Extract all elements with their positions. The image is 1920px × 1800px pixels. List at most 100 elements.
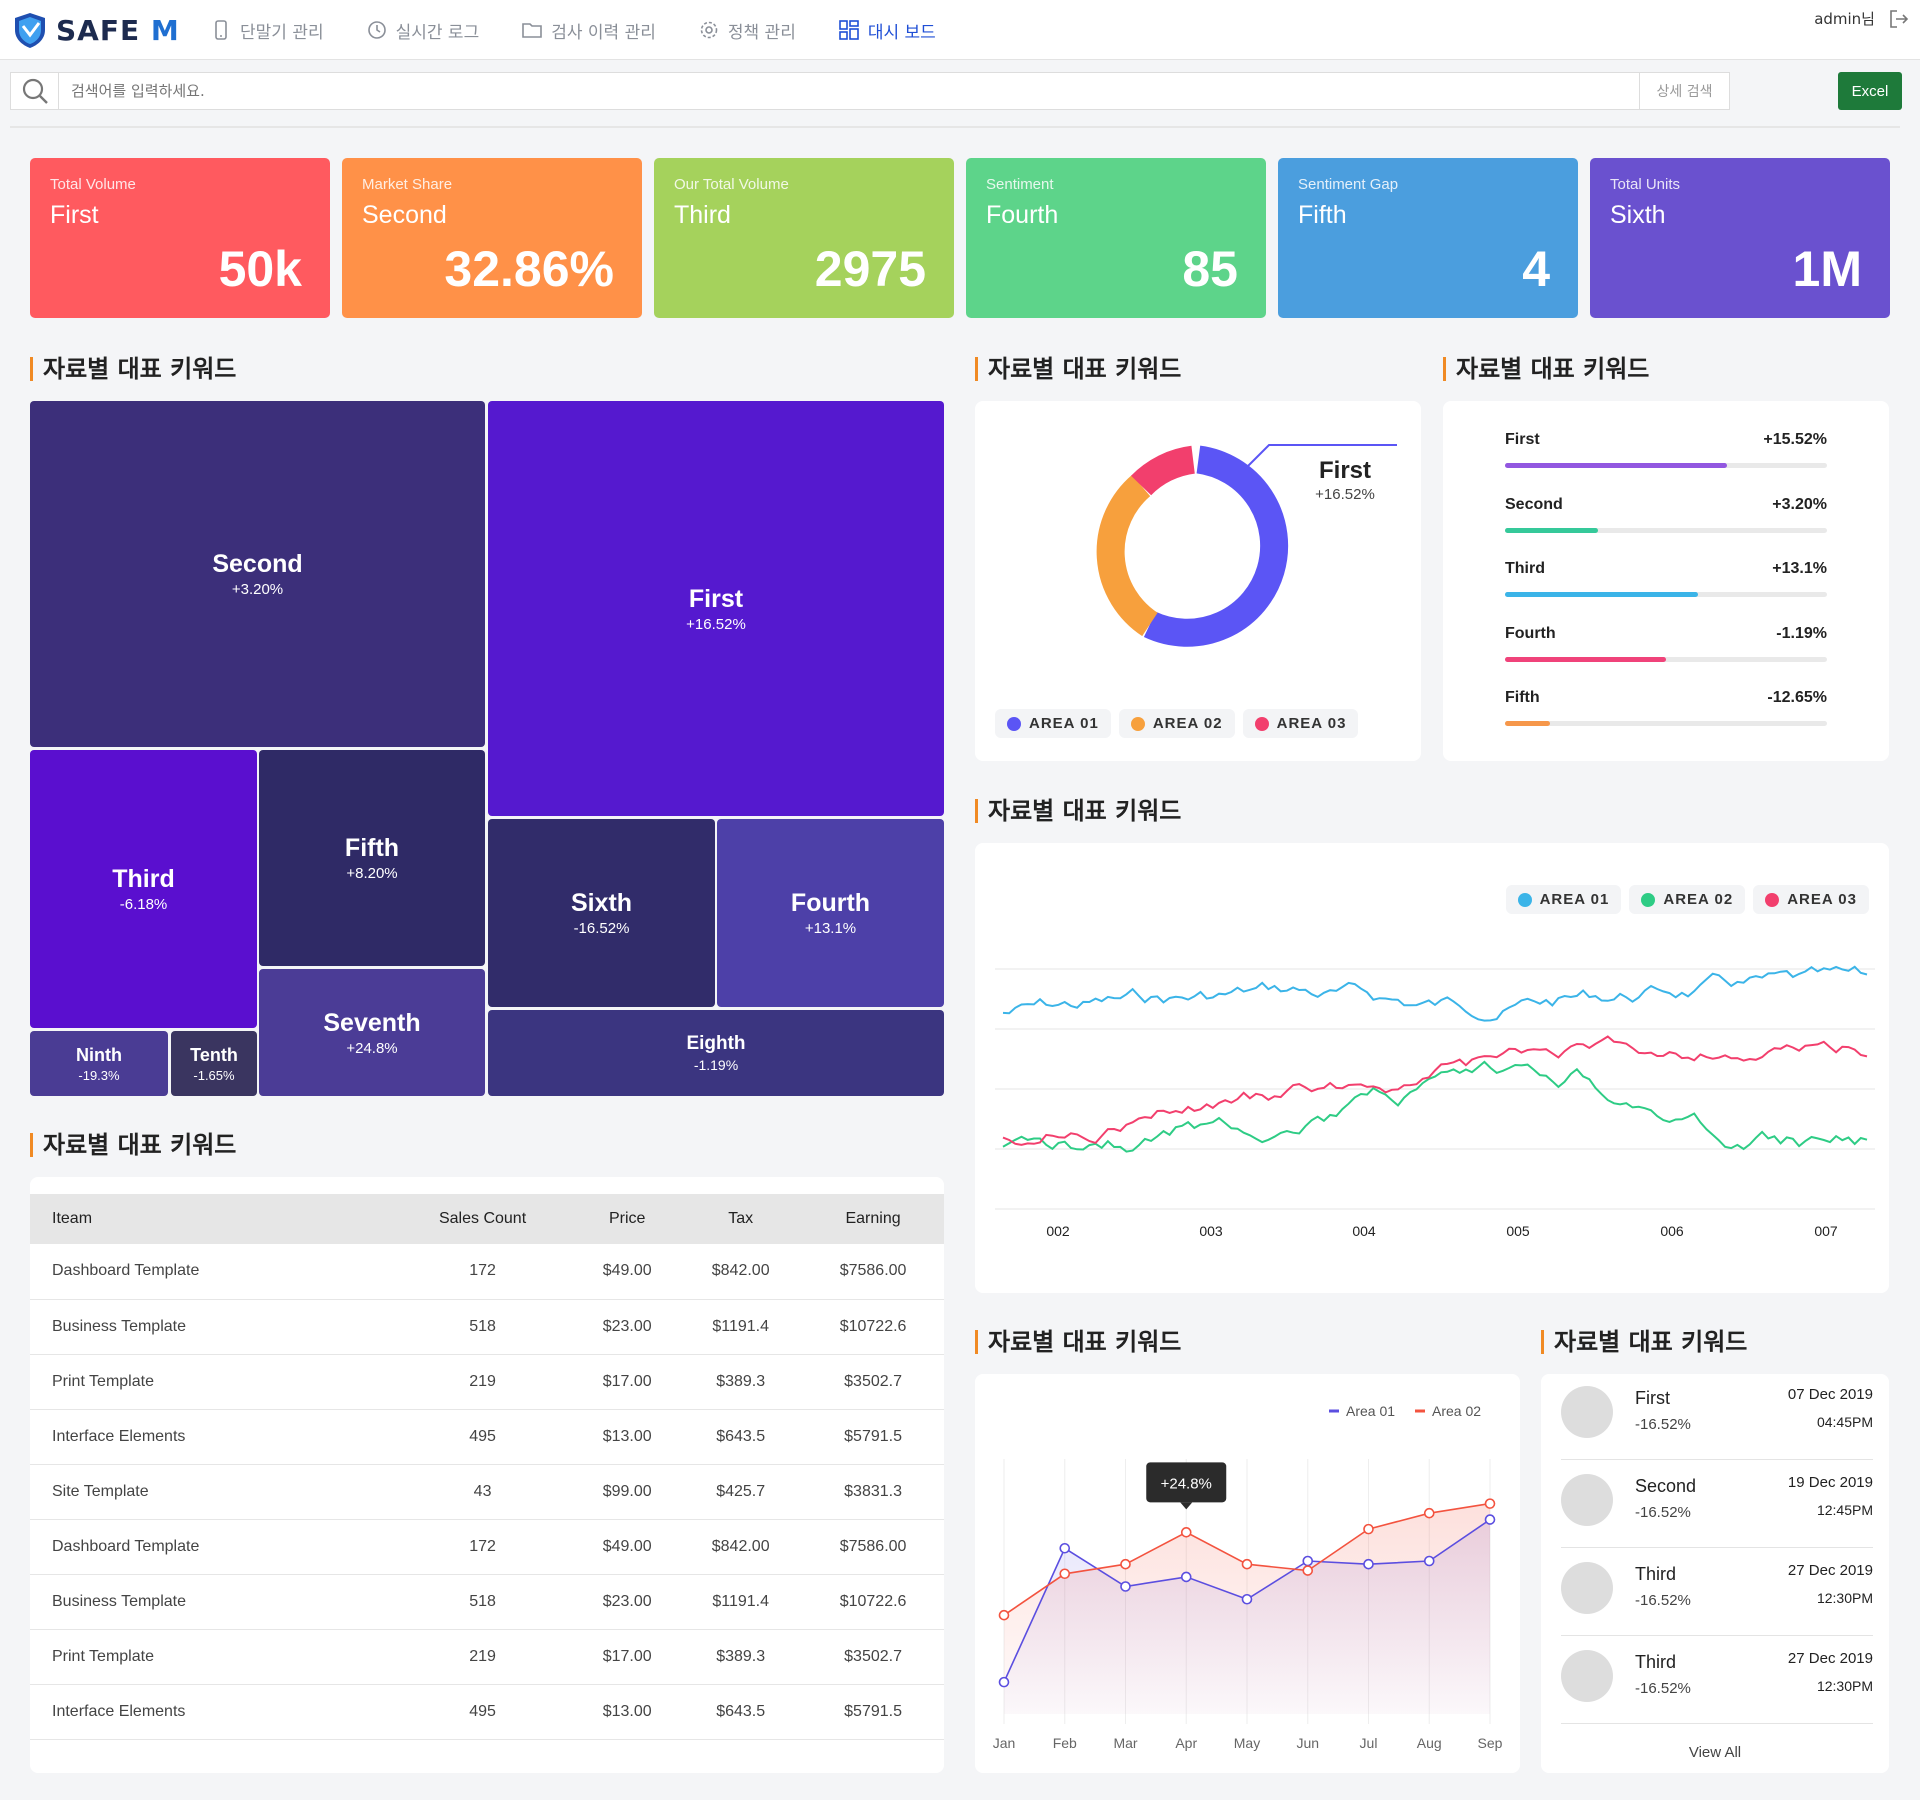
legend-area-03[interactable]: AREA 03 <box>1753 885 1869 914</box>
data-point[interactable] <box>1363 1558 1374 1570</box>
table-cell: $5791.5 <box>802 1409 944 1465</box>
search-input[interactable] <box>59 74 1639 108</box>
treemap-cell[interactable]: Fifth +8.20% <box>259 750 485 966</box>
column-header[interactable]: Tax <box>679 1194 803 1244</box>
legend-area-03[interactable]: AREA 03 <box>1242 709 1359 738</box>
table-row[interactable]: Business Template 518 $23.00 $1191.4 $10722.… <box>30 1299 944 1355</box>
activity-item[interactable]: Third -16.52% 27 Dec 2019 12:30PM <box>1561 1550 1873 1636</box>
progress-name: Third <box>1505 560 1545 577</box>
treemap-cell[interactable]: Second +3.20% <box>30 401 485 747</box>
activity-item[interactable]: First -16.52% 07 Dec 2019 04:45PM <box>1561 1374 1873 1460</box>
table-cell: Business Template <box>30 1574 390 1630</box>
nav-item-history[interactable]: 검사 이력 관리 <box>521 18 656 43</box>
table-cell: Dashboard Template <box>30 1244 390 1300</box>
x-tick-label: Apr <box>1175 1735 1197 1751</box>
table-row[interactable]: Print Template 219 $17.00 $389.3 $3502.7 <box>30 1629 944 1685</box>
table-row[interactable]: Dashboard Template 172 $49.00 $842.00 $7586.… <box>30 1519 944 1575</box>
logo[interactable]: SAFE M <box>12 10 180 50</box>
data-point[interactable] <box>1302 1565 1314 1576</box>
data-point[interactable] <box>1423 1507 1435 1519</box>
data-point[interactable] <box>1241 1558 1253 1570</box>
nav-label: 실시간 로그 <box>395 22 480 43</box>
nav-item-realtime-log[interactable]: 실시간 로그 <box>366 18 480 43</box>
progress-row: Third +13.1% <box>1505 560 1827 597</box>
view-all-link[interactable]: View All <box>1688 1744 1742 1761</box>
column-header[interactable]: Price <box>575 1194 680 1244</box>
search-button[interactable] <box>11 73 59 109</box>
nav-item-device[interactable]: 단말기 관리 <box>210 18 324 43</box>
table-cell: $842.00 <box>679 1519 803 1575</box>
x-tick-label: May <box>1234 1735 1260 1751</box>
table-row[interactable]: Print Template 219 $17.00 $389.3 $3502.7 <box>30 1354 944 1410</box>
treemap-cell[interactable]: Third -6.18% <box>30 750 257 1028</box>
table-row[interactable]: Business Template 518 $23.00 $1191.4 $10722.… <box>30 1574 944 1630</box>
data-point[interactable] <box>1241 1593 1253 1605</box>
donut-segment-area-03[interactable] <box>1131 445 1196 496</box>
data-point[interactable] <box>1120 1558 1131 1570</box>
column-header[interactable]: Earning <box>802 1194 944 1244</box>
data-point[interactable] <box>998 1676 1010 1688</box>
treemap-cell[interactable]: Seventh +24.8% <box>259 969 485 1096</box>
series-line-area-02[interactable] <box>1002 1060 1868 1153</box>
progress-track <box>1505 528 1827 533</box>
progress-pct: -12.65% <box>1767 689 1827 706</box>
table-header-row: Iteam Sales Count Price Tax Earning <box>30 1194 944 1244</box>
nav-item-dashboard[interactable]: 대시 보드 <box>838 18 936 43</box>
treemap-cell[interactable]: Tenth -1.65% <box>171 1031 257 1096</box>
table-cell: $10722.6 <box>802 1574 944 1630</box>
progress-row: First +15.52% <box>1505 431 1827 468</box>
table-row[interactable]: Dashboard Template 172 $49.00 $842.00 $7586.… <box>30 1244 944 1300</box>
data-point[interactable] <box>1302 1555 1314 1567</box>
nav-item-policy[interactable]: 정책 관리 <box>698 18 796 43</box>
series-line-area-01[interactable] <box>1002 965 1868 1022</box>
legend-area-01[interactable]: AREA 01 <box>1505 885 1622 914</box>
progress-name: Second <box>1505 496 1563 513</box>
activity-pct: -16.52% <box>1635 1680 1691 1697</box>
activity-item[interactable]: Second -16.52% 19 Dec 2019 12:45PM <box>1561 1462 1873 1548</box>
progress-pct: +15.52% <box>1763 431 1827 448</box>
table-cell: $13.00 <box>575 1409 680 1465</box>
data-point[interactable] <box>1059 1568 1071 1580</box>
donut-segment-area-01[interactable] <box>1143 445 1289 647</box>
progress-track <box>1505 657 1827 662</box>
table-row[interactable]: Interface Elements 495 $13.00 $643.5 $5791.5 <box>30 1409 944 1465</box>
table-row[interactable]: Interface Elements 495 $13.00 $643.5 $5791.5 <box>30 1684 944 1740</box>
data-point[interactable] <box>1423 1555 1435 1567</box>
table-cell: $389.3 <box>679 1629 803 1685</box>
column-header[interactable]: Iteam <box>30 1194 390 1244</box>
treemap-name: Third <box>112 865 175 893</box>
table-row[interactable]: Site Template 43 $99.00 $425.7 $3831.3 <box>30 1464 944 1520</box>
excel-button[interactable]: Excel <box>1838 72 1902 110</box>
x-tick-label: Aug <box>1417 1735 1442 1751</box>
data-point[interactable] <box>1484 1514 1496 1525</box>
treemap-cell[interactable]: Fourth +13.1% <box>717 819 944 1007</box>
legend-area-02[interactable]: AREA 02 <box>1629 885 1746 914</box>
treemap-cell[interactable]: Ninth -19.3% <box>30 1031 168 1096</box>
data-point[interactable] <box>1180 1527 1192 1538</box>
column-header[interactable]: Sales Count <box>389 1194 576 1244</box>
logout-icon[interactable] <box>1888 8 1910 30</box>
legend-area-01[interactable]: AREA 01 <box>995 709 1111 738</box>
activity-item[interactable]: Third -16.52% 27 Dec 2019 12:30PM <box>1561 1638 1873 1724</box>
data-point[interactable] <box>1363 1523 1374 1535</box>
treemap-pct: +13.1% <box>804 920 857 937</box>
data-point[interactable] <box>1484 1498 1496 1509</box>
table-cell: $1191.4 <box>679 1299 803 1355</box>
kpi-value: 4 <box>1522 241 1550 297</box>
data-point[interactable] <box>1120 1581 1131 1592</box>
treemap-cell[interactable]: Sixth -16.52% <box>488 819 715 1007</box>
data-point[interactable] <box>1059 1542 1071 1554</box>
detail-search-button[interactable]: 상세 검색 <box>1639 73 1729 109</box>
data-point[interactable] <box>998 1609 1010 1621</box>
table-cell: $10722.6 <box>802 1299 944 1355</box>
treemap-cell[interactable]: First +16.52% <box>488 401 944 816</box>
data-point[interactable] <box>1180 1571 1192 1583</box>
donut-segment-area-02[interactable] <box>1096 474 1158 637</box>
series-line-area-03[interactable] <box>1002 1035 1868 1146</box>
legend-area-02[interactable]: AREA 02 <box>1118 709 1235 738</box>
logo-text: SAFE M <box>56 13 180 47</box>
kpi-value: 1M <box>1792 241 1862 297</box>
user-name[interactable]: admin님 <box>1814 10 1875 28</box>
treemap-cell[interactable]: Eighth -1.19% <box>488 1010 944 1096</box>
table-cell: Business Template <box>30 1299 390 1355</box>
